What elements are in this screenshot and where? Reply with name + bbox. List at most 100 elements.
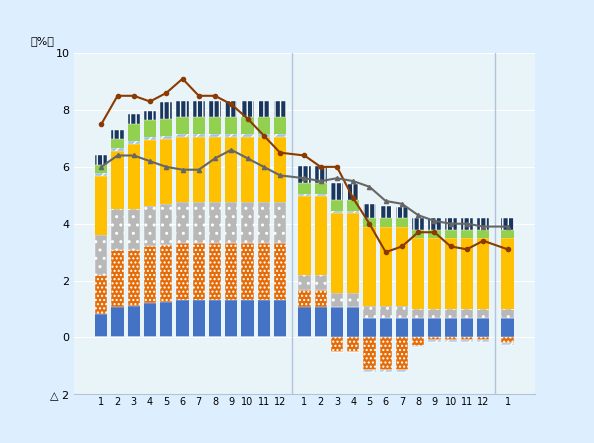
Bar [298,196,311,276]
Bar [209,117,221,134]
Bar [380,338,392,370]
Bar [444,218,457,229]
Bar [477,318,489,338]
Bar [176,137,189,202]
Bar [192,300,205,338]
Bar [160,302,172,338]
Bar [380,206,392,218]
Bar [112,139,124,148]
Bar [160,119,172,136]
Bar [274,202,286,243]
Bar [144,246,156,303]
Bar [209,134,221,137]
Bar [176,300,189,338]
Bar [444,318,457,338]
Bar [347,211,359,213]
Bar [428,340,441,342]
Bar [298,276,311,290]
Bar [380,370,392,372]
Bar [209,101,221,117]
Bar [412,238,424,309]
Bar [274,117,286,134]
Bar [444,309,457,318]
Bar [347,184,359,200]
Bar [144,140,156,206]
Bar [428,309,441,318]
Bar [112,209,124,250]
Bar [428,238,441,309]
Bar [444,238,457,309]
Bar [241,134,254,137]
Bar [241,137,254,202]
Bar [176,101,189,117]
Bar [315,196,327,276]
Bar [176,243,189,300]
Bar [396,218,408,227]
Bar [241,101,254,117]
Bar [298,194,311,196]
Bar [258,300,270,338]
Bar [192,137,205,202]
Bar [477,340,489,342]
Bar [315,290,327,307]
Bar [225,137,238,202]
Bar [396,227,408,307]
Bar [477,218,489,229]
Bar [380,218,392,227]
Bar [128,249,140,307]
Bar [258,101,270,117]
Bar [258,202,270,243]
Bar [477,309,489,318]
Bar [274,137,286,202]
Bar [95,155,108,165]
Bar [225,243,238,300]
Bar [95,275,108,314]
Bar [144,120,156,137]
Bar [380,307,392,318]
Bar [396,370,408,372]
Bar [477,338,489,340]
Bar [331,213,343,292]
Bar [112,307,124,338]
Bar [128,144,140,209]
Bar [501,309,514,318]
Bar [274,300,286,338]
Bar [160,139,172,204]
Bar [380,318,392,338]
Bar [477,238,489,309]
Bar [176,134,189,137]
Bar [315,276,327,290]
Bar [209,300,221,338]
Bar [444,338,457,340]
Bar [95,165,108,173]
Bar [461,340,473,342]
Bar [209,243,221,300]
Bar [364,204,375,218]
Bar [412,338,424,346]
Bar [315,194,327,196]
Bar [298,166,311,183]
Bar [225,101,238,117]
Bar [444,229,457,238]
Bar [444,340,457,342]
Bar [347,292,359,307]
Bar [192,202,205,243]
Bar [412,218,424,229]
Bar [347,213,359,292]
Bar [225,202,238,243]
Bar [192,117,205,134]
Bar [331,307,343,338]
Bar [258,137,270,202]
Bar [112,148,124,151]
Bar [258,134,270,137]
Bar [192,101,205,117]
Bar [461,229,473,238]
Bar [428,229,441,238]
Bar [315,183,327,194]
Bar [274,134,286,137]
Bar [144,303,156,338]
Bar [160,102,172,119]
Bar [95,176,108,234]
Bar [347,307,359,338]
Bar [501,318,514,338]
